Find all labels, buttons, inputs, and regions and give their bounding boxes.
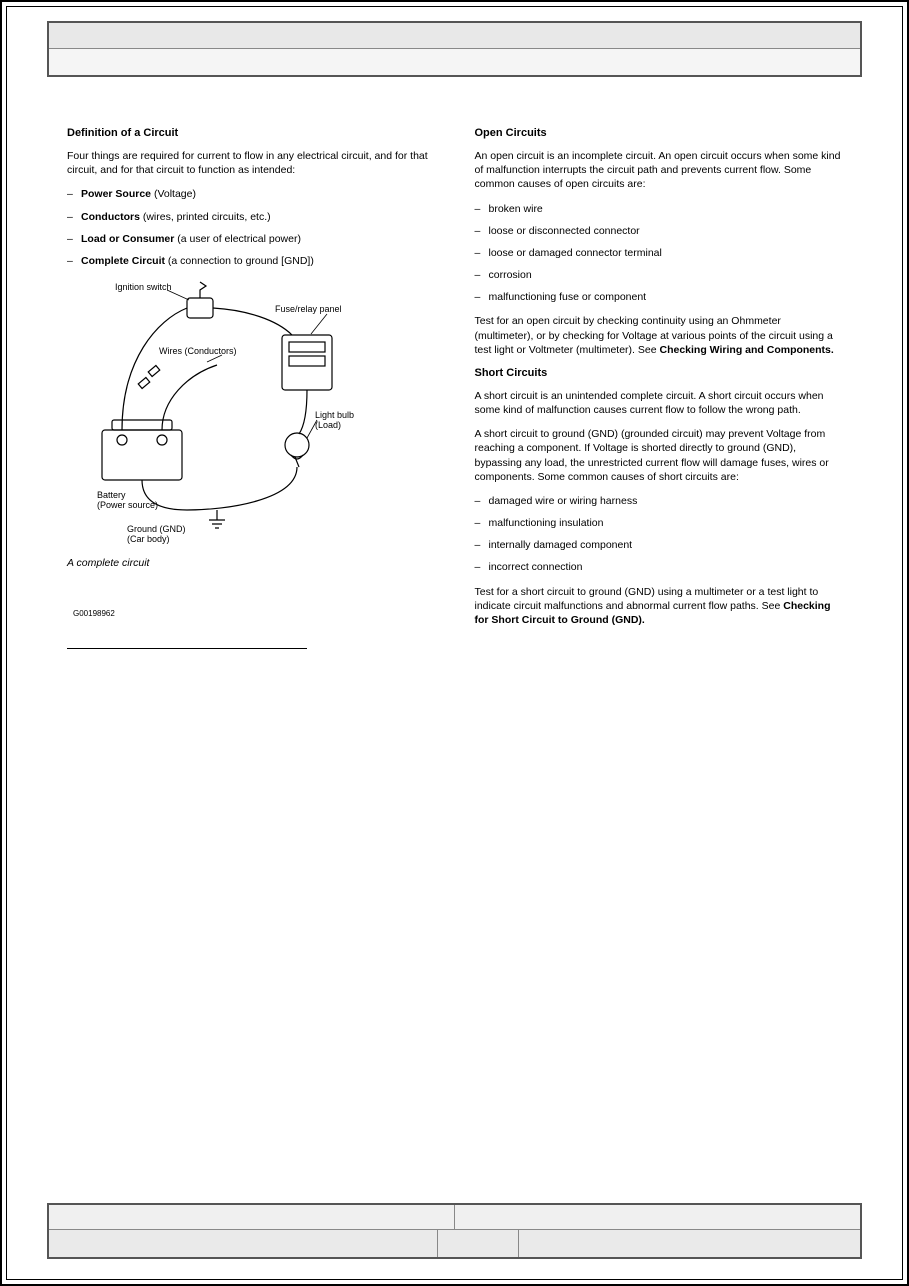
label-bulb-1: Light bulb	[315, 410, 354, 420]
footer-cell	[455, 1205, 860, 1229]
item-bold: Load or Consumer	[81, 233, 174, 245]
item-rest: (a user of electrical power)	[174, 233, 301, 245]
footer-row-1	[49, 1205, 860, 1229]
circuit-diagram: Ignition switch Fuse/relay panel Wires (…	[67, 280, 435, 569]
footer-cell	[49, 1230, 438, 1257]
label-ground-2: (Car body)	[127, 534, 170, 544]
list-item: Load or Consumer (a user of electrical p…	[67, 232, 435, 246]
label-battery-1: Battery	[97, 490, 126, 500]
circuit-diagram-svg: Ignition switch Fuse/relay panel Wires (…	[67, 280, 367, 550]
short-heading: Short Circuits	[475, 367, 843, 379]
diagram-caption: A complete circuit	[67, 557, 435, 569]
left-intro: Four things are required for current to …	[67, 149, 435, 177]
footer-cell	[519, 1230, 860, 1257]
label-fuse: Fuse/relay panel	[275, 304, 342, 314]
circuit-requirements-list: Power Source (Voltage) Conductors (wires…	[67, 187, 435, 268]
list-item: Conductors (wires, printed circuits, etc…	[67, 210, 435, 224]
item-rest: (wires, printed circuits, etc.)	[140, 211, 271, 223]
list-item: loose or disconnected connector	[475, 224, 843, 238]
section-divider	[67, 648, 307, 649]
item-bold: Conductors	[81, 211, 140, 223]
list-item: loose or damaged connector terminal	[475, 246, 843, 260]
header-row-2	[49, 49, 860, 75]
footer-box	[47, 1203, 862, 1259]
header-row-1	[49, 23, 860, 49]
header-box	[47, 21, 862, 77]
item-rest: (a connection to ground [GND])	[165, 255, 314, 267]
item-bold: Complete Circuit	[81, 255, 165, 267]
footer-cell	[49, 1205, 455, 1229]
label-bulb-2: (Load)	[315, 420, 341, 430]
content-columns: Definition of a Circuit Four things are …	[67, 127, 842, 649]
footer-cell	[438, 1230, 519, 1257]
open-heading: Open Circuits	[475, 127, 843, 139]
item-bold: Power Source	[81, 188, 151, 200]
list-item: internally damaged component	[475, 538, 843, 552]
short-p1: A short circuit is an unintended complet…	[475, 389, 843, 417]
label-ground-1: Ground (GND)	[127, 524, 186, 534]
left-column: Definition of a Circuit Four things are …	[67, 127, 435, 649]
list-item: malfunctioning fuse or component	[475, 290, 843, 304]
open-p2: Test for an open circuit by checking con…	[475, 314, 843, 357]
right-column: Open Circuits An open circuit is an inco…	[475, 127, 843, 649]
label-wires: Wires (Conductors)	[159, 346, 237, 356]
label-battery-2: (Power source)	[97, 500, 158, 510]
list-item: Power Source (Voltage)	[67, 187, 435, 201]
figure-number: G00198962	[73, 609, 435, 618]
left-heading: Definition of a Circuit	[67, 127, 435, 139]
open-p1: An open circuit is an incomplete circuit…	[475, 149, 843, 192]
short-p3: Test for a short circuit to ground (GND)…	[475, 585, 843, 628]
short-p3-text: Test for a short circuit to ground (GND)…	[475, 586, 819, 612]
short-p2: A short circuit to ground (GND) (grounde…	[475, 427, 843, 484]
page-frame: Definition of a Circuit Four things are …	[6, 6, 903, 1280]
open-p2-ref: Checking Wiring and Components.	[659, 344, 833, 356]
list-item: Complete Circuit (a connection to ground…	[67, 254, 435, 268]
list-item: damaged wire or wiring harness	[475, 494, 843, 508]
list-item: malfunctioning insulation	[475, 516, 843, 530]
list-item: incorrect connection	[475, 560, 843, 574]
short-causes-list: damaged wire or wiring harness malfuncti…	[475, 494, 843, 575]
footer-row-2	[49, 1229, 860, 1257]
label-ignition: Ignition switch	[115, 282, 172, 292]
item-rest: (Voltage)	[151, 188, 196, 200]
list-item: corrosion	[475, 268, 843, 282]
open-causes-list: broken wire loose or disconnected connec…	[475, 202, 843, 305]
list-item: broken wire	[475, 202, 843, 216]
